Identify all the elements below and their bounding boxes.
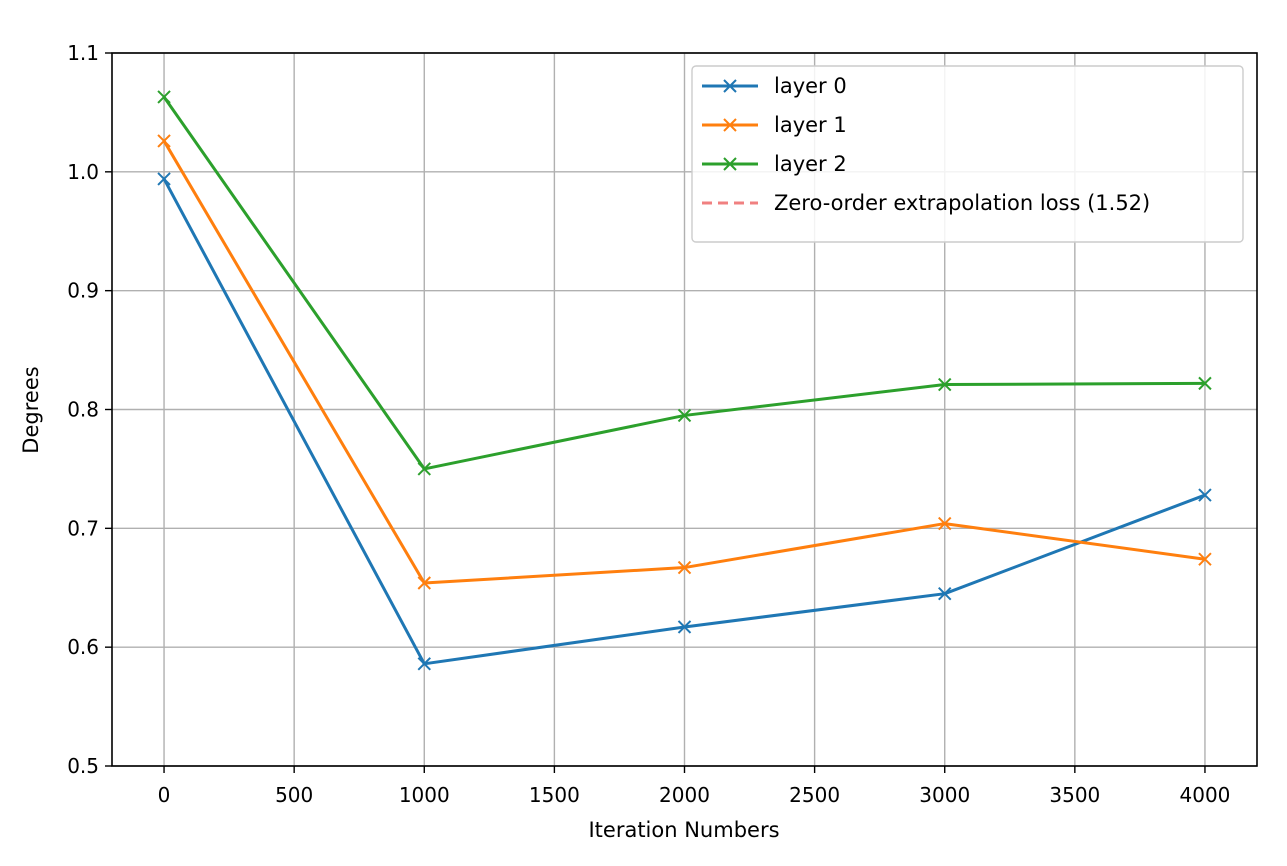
data-point-marker	[938, 586, 952, 601]
y-tick-label: 1.0	[67, 160, 99, 184]
x-tick-label: 3000	[919, 783, 970, 807]
x-tick-label: 2000	[659, 783, 710, 807]
x-tick-label: 1000	[399, 783, 450, 807]
data-point-marker	[157, 90, 171, 104]
legend-entry: Zero-order extrapolation loss (1.52)	[702, 191, 1150, 215]
data-point-marker	[938, 516, 952, 531]
y-tick-label: 0.6	[67, 635, 99, 659]
data-point-marker	[417, 462, 431, 476]
legend-label: layer 2	[774, 152, 847, 176]
x-axis-title: Iteration Numbers	[588, 818, 779, 842]
data-point-marker	[417, 657, 431, 671]
legend-box	[691, 65, 1244, 243]
data-point-marker	[417, 576, 431, 590]
x-tick-label: 0	[158, 783, 171, 807]
y-tick-label: 0.5	[67, 754, 99, 778]
x-tick-label: 4000	[1180, 783, 1231, 807]
x-tick-label: 500	[275, 783, 313, 807]
y-tick-label: 0.7	[67, 516, 99, 540]
legend: layer 0 layer 1 layer 2 Zero-order extrapol…	[691, 65, 1244, 243]
data-point-marker	[677, 408, 692, 423]
data-point-marker	[157, 172, 171, 186]
data-point-marker	[677, 620, 692, 634]
x-tick-label: 2500	[789, 783, 840, 807]
legend-marker	[723, 79, 737, 93]
data-point-marker	[1198, 488, 1212, 502]
ticks: 0 500 1000 1500 2000 2500 3000 3500 4000 0.5 0.6 0.…	[67, 41, 1230, 807]
legend-label: layer 1	[774, 113, 847, 137]
data-point-marker	[938, 377, 952, 392]
legend-entry: layer 0	[702, 74, 847, 98]
y-tick-label: 0.8	[67, 398, 99, 422]
data-point-marker	[677, 560, 692, 575]
legend-marker	[723, 118, 737, 132]
legend-label: Zero-order extrapolation loss (1.52)	[774, 191, 1150, 215]
series-group	[157, 90, 1212, 671]
data-point-marker	[1198, 376, 1212, 391]
x-tick-label: 1500	[529, 783, 580, 807]
x-tick-label: 3500	[1049, 783, 1100, 807]
legend-entry: layer 1	[702, 113, 847, 137]
y-tick-label: 1.1	[67, 41, 99, 65]
legend-marker	[723, 157, 737, 171]
data-point-marker	[1198, 552, 1212, 566]
legend-label: layer 0	[774, 74, 847, 98]
legend-entry: layer 2	[702, 152, 847, 176]
data-point-marker	[157, 134, 171, 148]
y-tick-label: 0.9	[67, 279, 99, 303]
y-axis-title: Degrees	[19, 366, 43, 453]
